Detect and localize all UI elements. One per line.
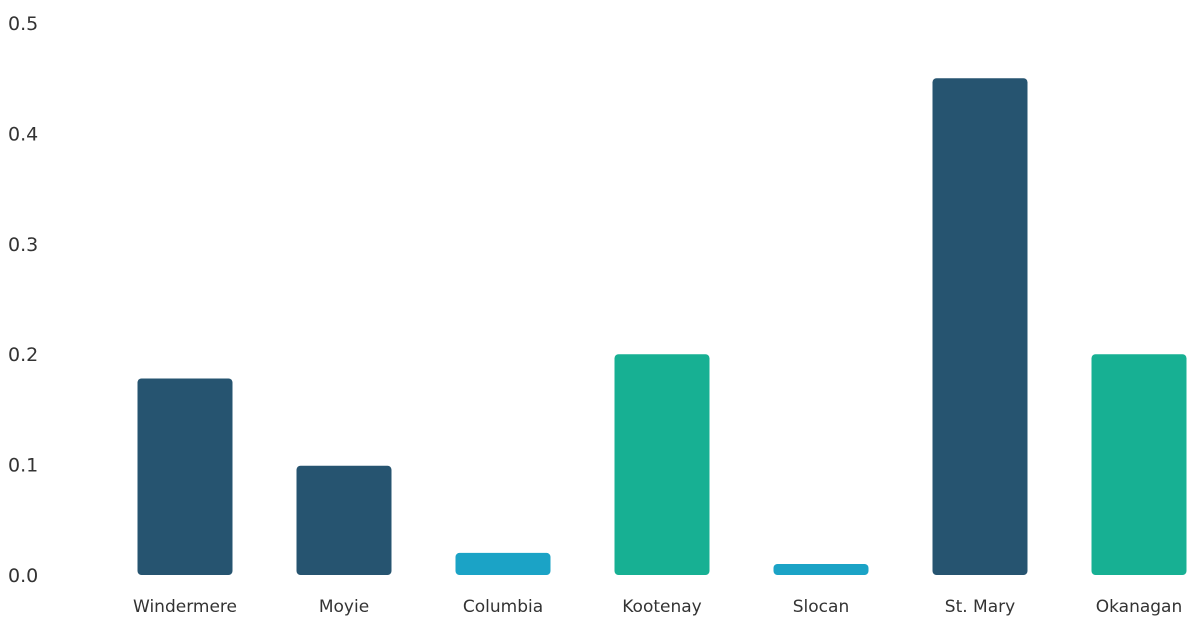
x-category-label: Slocan (793, 597, 849, 617)
y-tick-label: 0.4 (8, 123, 38, 145)
y-axis-tick-labels: 0.0 0.1 0.2 0.3 0.4 0.5 (8, 13, 38, 587)
x-category-label: Kootenay (622, 597, 701, 617)
y-tick-label: 0.2 (8, 344, 38, 366)
bar-moyie (296, 465, 392, 575)
bar-okanagan (1091, 354, 1187, 575)
x-axis-category-labels: Windermere Moyie Columbia Kootenay Slocan St.… (133, 597, 1182, 617)
x-category-label: Moyie (319, 597, 369, 617)
y-tick-label: 0.0 (8, 565, 38, 587)
bar-columbia (455, 552, 551, 575)
bars (137, 78, 1187, 575)
x-category-label: Columbia (463, 597, 543, 617)
bar-windermere (137, 378, 233, 575)
y-tick-label: 0.3 (8, 234, 38, 256)
bar-st-mary (932, 78, 1028, 575)
bar-slocan (773, 563, 869, 575)
x-category-label: St. Mary (945, 597, 1015, 617)
bar-kootenay (614, 354, 710, 575)
y-tick-label: 0.1 (8, 455, 38, 477)
x-category-label: Windermere (133, 597, 237, 617)
y-tick-label: 0.5 (8, 13, 38, 35)
x-category-label: Okanagan (1096, 597, 1183, 617)
